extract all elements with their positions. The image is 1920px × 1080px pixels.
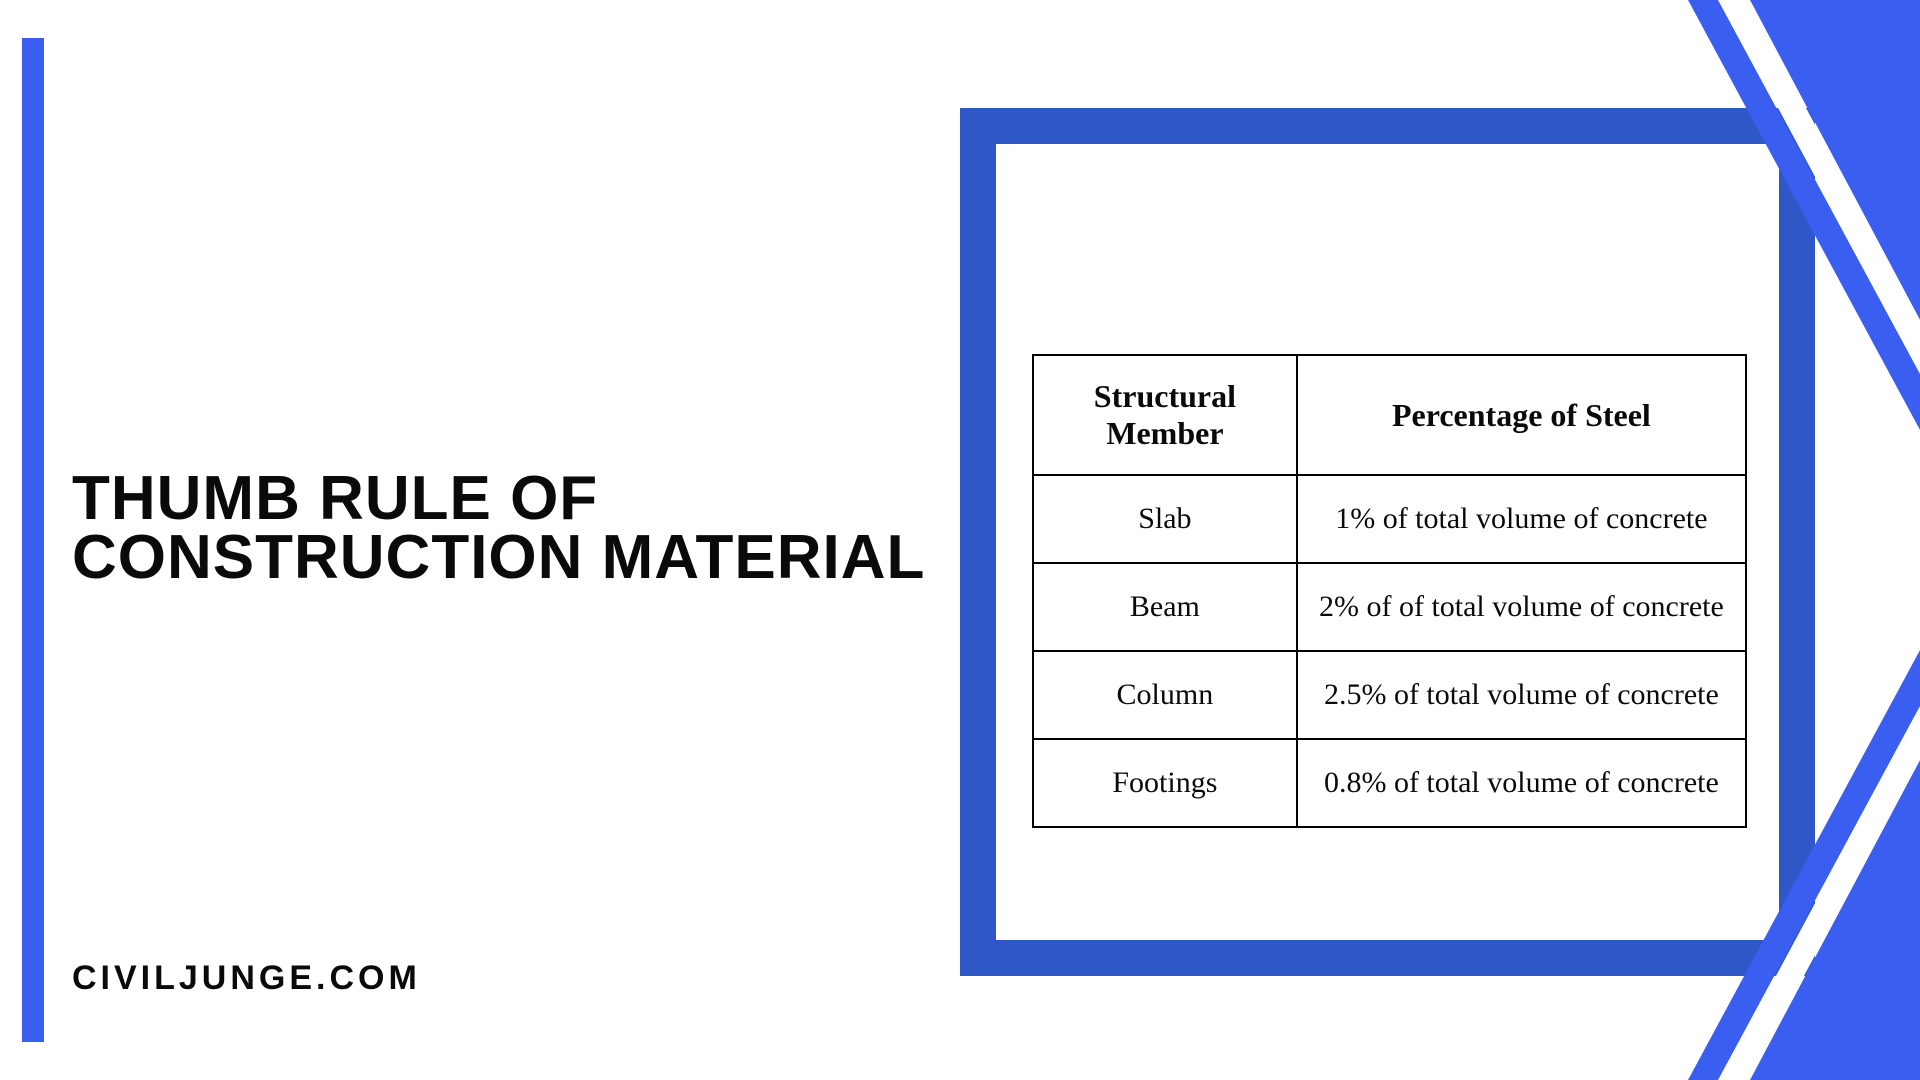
left-accent-bar xyxy=(22,38,44,1042)
table-cell: Slab xyxy=(1033,475,1297,563)
table-cell: Column xyxy=(1033,651,1297,739)
slide-canvas: THUMB RULE OF CONSTRUCTION MATERIAL CIVI… xyxy=(0,0,1920,1080)
table-cell: Beam xyxy=(1033,563,1297,651)
page-title: THUMB RULE OF CONSTRUCTION MATERIAL xyxy=(72,470,925,588)
table-panel-inner: Structural Member Percentage of Steel Sl… xyxy=(996,144,1779,940)
table-row: Beam 2% of of total volume of concrete xyxy=(1033,563,1746,651)
table-header-cell: Percentage of Steel xyxy=(1297,355,1746,475)
steel-percentage-table: Structural Member Percentage of Steel Sl… xyxy=(1032,354,1747,828)
table-header-row: Structural Member Percentage of Steel xyxy=(1033,355,1746,475)
site-label: CIVILJUNGE.COM xyxy=(72,959,421,998)
table-cell: 0.8% of total volume of concrete xyxy=(1297,739,1746,827)
table-cell: 1% of total volume of concrete xyxy=(1297,475,1746,563)
table-cell: 2% of of total volume of concrete xyxy=(1297,563,1746,651)
table-header-cell: Structural Member xyxy=(1033,355,1297,475)
table-row: Footings 0.8% of total volume of concret… xyxy=(1033,739,1746,827)
table-row: Slab 1% of total volume of concrete xyxy=(1033,475,1746,563)
table-row: Column 2.5% of total volume of concrete xyxy=(1033,651,1746,739)
table-cell: Footings xyxy=(1033,739,1297,827)
table-cell: 2.5% of total volume of concrete xyxy=(1297,651,1746,739)
title-line-2: CONSTRUCTION MATERIAL xyxy=(72,523,925,592)
table-panel: Structural Member Percentage of Steel Sl… xyxy=(960,108,1815,976)
